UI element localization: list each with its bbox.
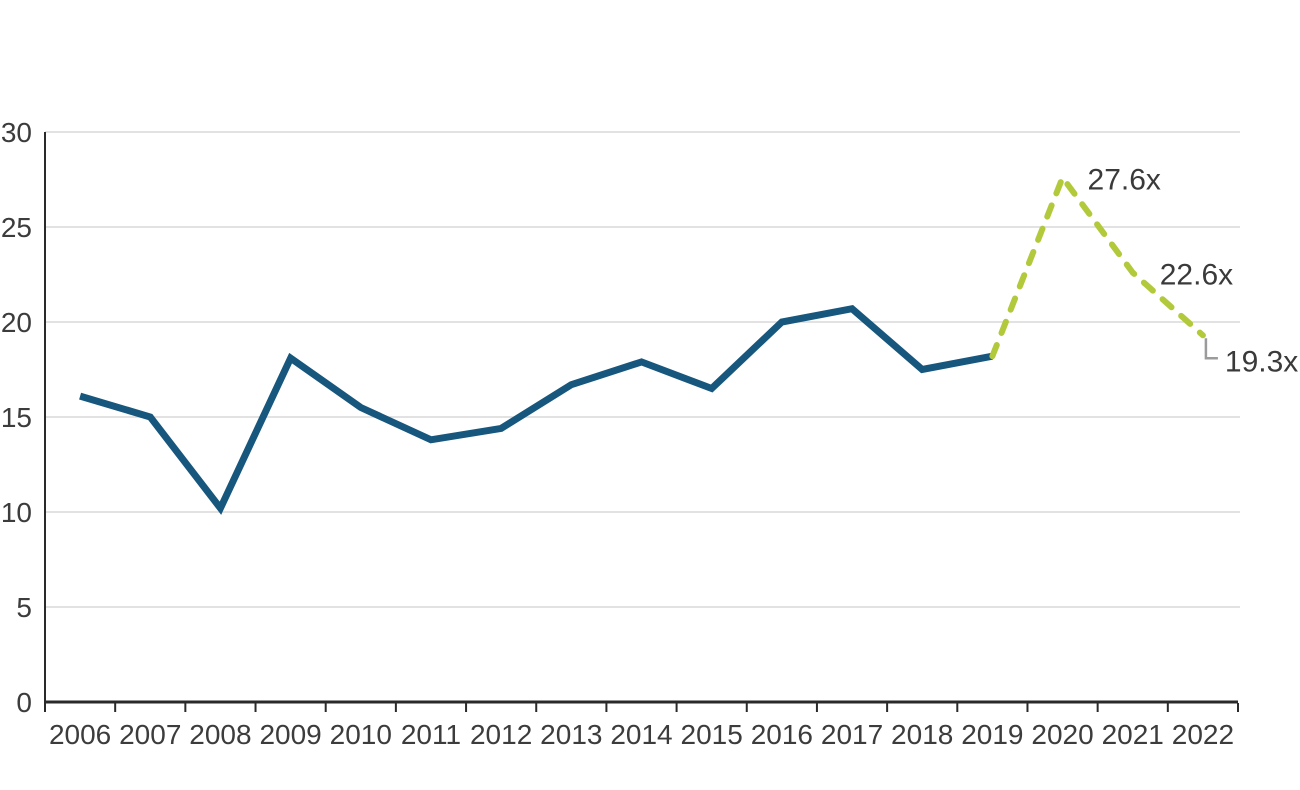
- y-tick-label: 20: [1, 307, 32, 338]
- x-tick-label: 2011: [401, 719, 461, 750]
- forecast-line: [989, 171, 1206, 360]
- x-tick-label: 2018: [891, 719, 953, 750]
- y-tick-label: 15: [1, 402, 32, 433]
- x-tick-label: 2015: [681, 719, 743, 750]
- x-tick-label: 2009: [259, 719, 321, 750]
- x-tick-label: 2019: [961, 719, 1023, 750]
- x-tick-label: 2022: [1172, 719, 1234, 750]
- y-tick-label: 25: [1, 212, 32, 243]
- x-tick-label: 2012: [470, 719, 532, 750]
- x-tick-label: 2016: [751, 719, 813, 750]
- annotation-label: 19.3x: [1225, 345, 1298, 378]
- x-tick-label: 2007: [119, 719, 181, 750]
- x-tick-label: 2017: [821, 719, 883, 750]
- x-tick-label: 2008: [189, 719, 251, 750]
- annotation-label: 27.6x: [1088, 164, 1161, 197]
- x-tick-label: 2021: [1102, 719, 1164, 750]
- x-tick-label: 2014: [610, 719, 672, 750]
- x-tick-label: 2020: [1031, 719, 1093, 750]
- x-tick-label: 2010: [330, 719, 392, 750]
- x-tick-label: 2013: [540, 719, 602, 750]
- y-tick-label: 30: [1, 117, 32, 148]
- y-tick-label: 0: [16, 687, 32, 718]
- y-tick-label: 10: [1, 497, 32, 528]
- y-tick-label: 5: [16, 592, 32, 623]
- x-tick-label: 2006: [49, 719, 111, 750]
- annotation-leader-line: [1204, 338, 1218, 360]
- annotation-label: 22.6x: [1160, 259, 1233, 292]
- historical-line: [79, 304, 994, 515]
